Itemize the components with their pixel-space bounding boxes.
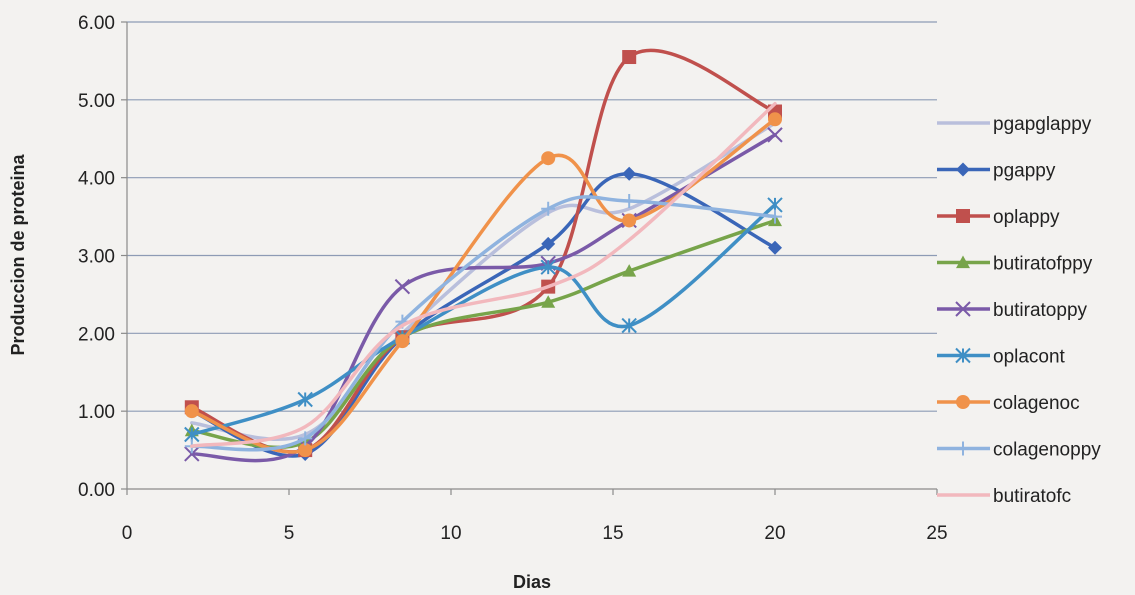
data-point <box>541 295 556 308</box>
legend-item-pgappy: pgappy <box>937 161 1056 182</box>
data-point <box>956 162 970 177</box>
series-colagenoc <box>184 112 782 458</box>
x-tick-label: 15 <box>602 523 623 544</box>
x-tick-label: 20 <box>764 523 785 544</box>
y-tick-label: 0.00 <box>78 480 115 501</box>
data-point <box>541 151 556 166</box>
y-tick-label: 3.00 <box>78 247 115 268</box>
y-tick-label: 5.00 <box>78 91 115 112</box>
y-tick-label: 2.00 <box>78 324 115 345</box>
data-point <box>297 391 313 408</box>
legend-label: pgappy <box>993 161 1056 182</box>
data-point <box>298 443 313 458</box>
data-point <box>541 201 556 216</box>
x-tick-label: 25 <box>926 523 947 544</box>
y-tick-label: 4.00 <box>78 169 115 190</box>
data-point <box>622 264 637 277</box>
legend: pgapglappy pgappy oplappy butiratofppy butir… <box>937 114 1101 507</box>
series-colagenoppy <box>184 194 782 454</box>
legend-item-butiratofppy: butiratofppy <box>937 254 1093 275</box>
data-point <box>622 166 637 181</box>
data-point <box>621 317 637 334</box>
legend-item-butiratoppy: butiratoppy <box>937 300 1088 321</box>
legend-label: oplappy <box>993 207 1060 228</box>
legend-item-butiratofc: butiratofc <box>937 486 1071 507</box>
data-point <box>955 301 971 317</box>
y-axis-label: Produccion de proteina <box>8 154 28 356</box>
data-point <box>955 347 971 364</box>
x-tick-label: 10 <box>440 523 461 544</box>
x-axis-label: Dias <box>513 572 551 592</box>
legend-item-oplappy: oplappy <box>937 207 1060 228</box>
data-point <box>768 209 782 224</box>
data-point <box>540 259 556 275</box>
data-point <box>622 213 637 228</box>
data-point <box>767 127 783 143</box>
legend-item-pgapglappy: pgapglappy <box>937 114 1092 135</box>
series-line <box>190 218 777 450</box>
legend-item-oplacont: oplacont <box>937 347 1066 368</box>
data-point <box>184 404 199 419</box>
data-point <box>768 112 782 127</box>
legend-label: colagenoppy <box>993 440 1101 461</box>
legend-label: butiratoppy <box>993 300 1088 321</box>
y-axis-ticks: 0.00 1.00 2.00 3.00 4.00 5.00 6.00 <box>78 13 115 501</box>
series-butiratofc <box>190 101 777 448</box>
series-lines <box>184 48 783 463</box>
data-point <box>541 236 556 251</box>
data-point <box>394 278 411 295</box>
data-point <box>956 209 970 223</box>
y-tick-label: 1.00 <box>78 402 115 423</box>
data-point <box>768 240 782 255</box>
data-point <box>767 197 783 213</box>
data-point <box>622 194 637 209</box>
data-point <box>184 446 200 462</box>
x-tick-label: 0 <box>122 523 133 544</box>
data-point <box>395 334 410 349</box>
grid-lines <box>121 21 938 495</box>
series-line <box>190 195 777 452</box>
data-point <box>298 431 313 446</box>
data-point <box>956 255 970 269</box>
legend-label: butiratofppy <box>993 254 1093 275</box>
data-point <box>956 395 970 409</box>
data-point <box>622 50 637 65</box>
y-tick-label: 6.00 <box>78 13 115 34</box>
data-point <box>184 426 200 443</box>
legend-item-colagenoc: colagenoc <box>937 393 1080 414</box>
data-point <box>956 441 970 456</box>
legend-label: pgapglappy <box>993 114 1092 135</box>
legend-item-colagenoppy: colagenoppy <box>937 440 1101 461</box>
series-line <box>190 121 777 442</box>
x-tick-label: 5 <box>284 523 295 544</box>
legend-label: colagenoc <box>993 393 1080 414</box>
series-pgapglappy <box>190 121 777 442</box>
legend-label: oplacont <box>993 347 1066 368</box>
x-axis-ticks: 0 5 10 15 20 25 <box>122 523 948 544</box>
legend-label: butiratofc <box>993 486 1071 507</box>
series-line <box>190 101 777 448</box>
